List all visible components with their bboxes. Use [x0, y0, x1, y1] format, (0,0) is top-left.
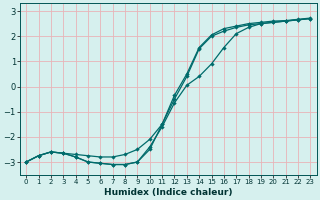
X-axis label: Humidex (Indice chaleur): Humidex (Indice chaleur)	[104, 188, 233, 197]
